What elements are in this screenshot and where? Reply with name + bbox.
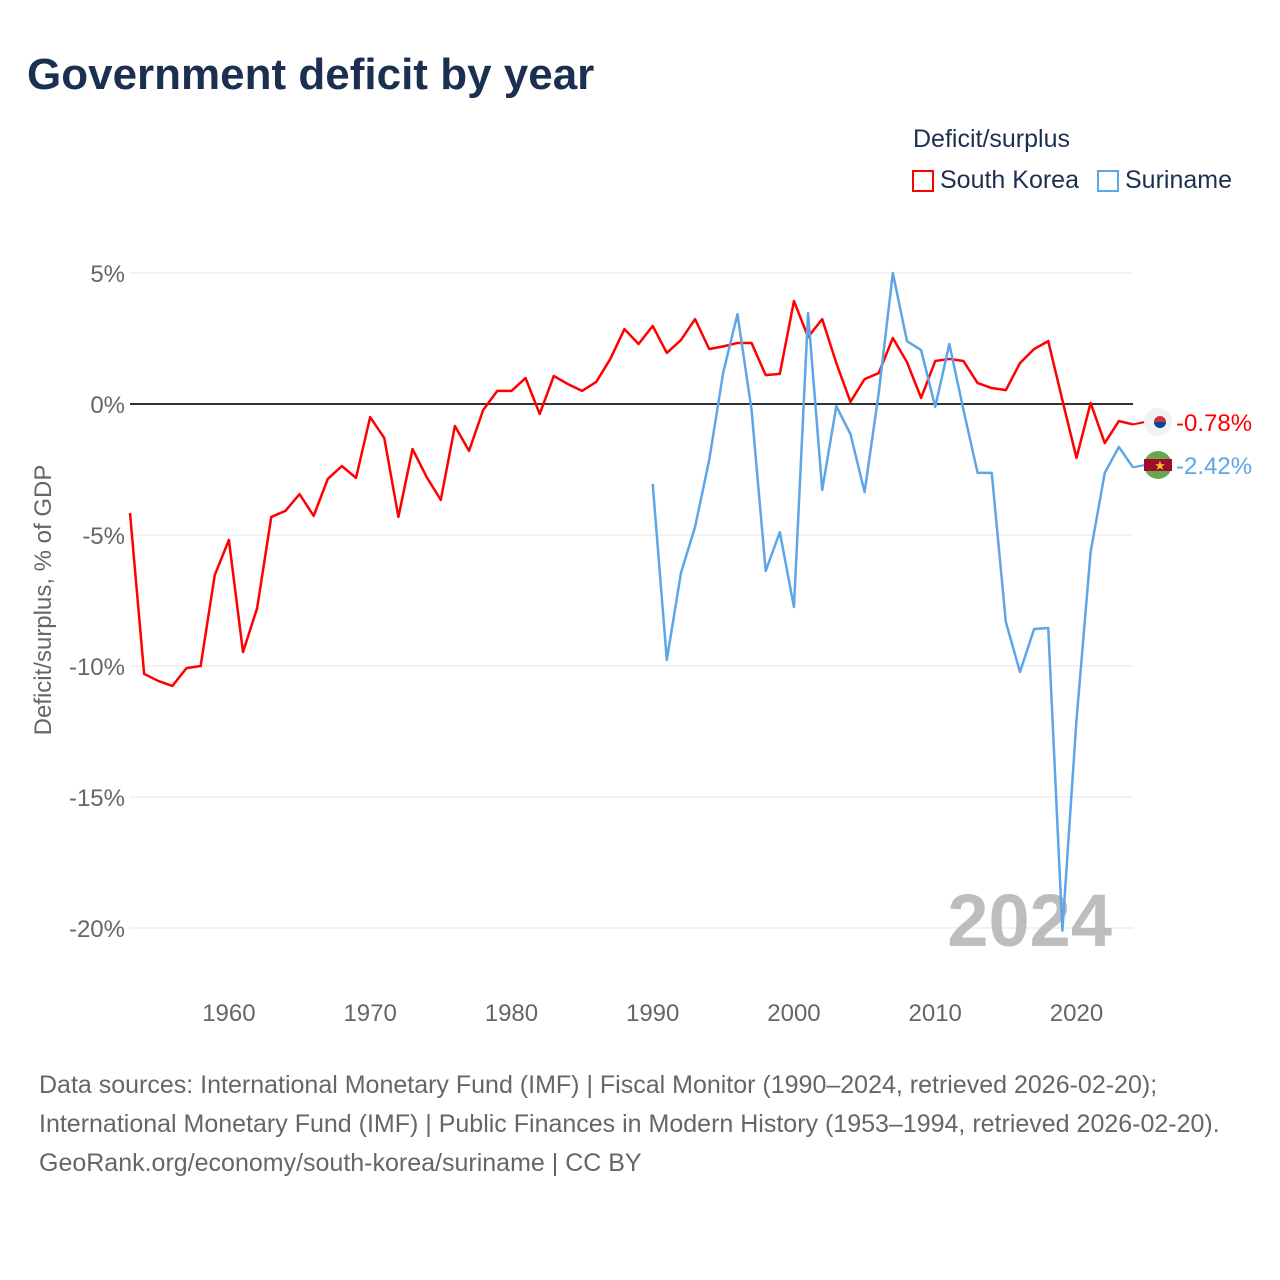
flag-band [1144,459,1172,471]
legend-label: Suriname [1125,166,1232,194]
legend-item-suriname[interactable]: Suriname [1097,166,1232,195]
x-tick-label: 1960 [202,1000,255,1027]
y-tick-label: 0% [90,392,125,419]
legend: South Korea Suriname [912,166,1232,195]
year-watermark: 2024 [947,879,1112,962]
legend-swatch [912,169,934,192]
legend-item-south-korea[interactable]: South Korea [912,166,1079,195]
attribution-link[interactable]: GeoRank.org/economy/south-korea/suriname… [39,1149,642,1177]
y-tick-label: -15% [69,785,125,812]
page-title: Government deficit by year [27,50,595,99]
y-tick-label: -20% [69,916,125,943]
legend-label: South Korea [940,166,1079,194]
x-tick-label: 2000 [767,1000,820,1027]
x-tick-label: 1970 [343,1000,396,1027]
series-line-suriname [651,271,1135,932]
end-label-connector [1132,464,1146,469]
x-tick-label: 1980 [485,1000,538,1027]
end-label-connector [1132,421,1146,426]
y-axis-label: Deficit/surplus, % of GDP [30,465,57,736]
y-tick-label: -10% [69,654,125,681]
legend-title: Deficit/surplus [913,125,1070,153]
x-tick-label: 2010 [909,1000,962,1027]
series-line-south-korea [128,299,1134,688]
flag-taeguk-blue [1154,422,1166,428]
end-value-label: -2.42% [1176,453,1252,480]
legend-swatch [1097,169,1119,192]
data-sources: Data sources: International Monetary Fun… [39,1071,1220,1138]
x-tick-label: 2020 [1050,1000,1103,1027]
x-tick-label: 1990 [626,1000,679,1027]
line-chart: 5% 0% -5% -10% -15% -20% 1960 1970 1980 1990 2000 2… [30,261,1252,1027]
end-value-label: -0.78% [1176,410,1252,437]
flag-star: ★ [1154,458,1166,473]
y-tick-label: -5% [82,523,125,550]
source-notes: Data sources: International Monetary Fun… [39,1066,1239,1183]
y-tick-label: 5% [90,261,125,288]
